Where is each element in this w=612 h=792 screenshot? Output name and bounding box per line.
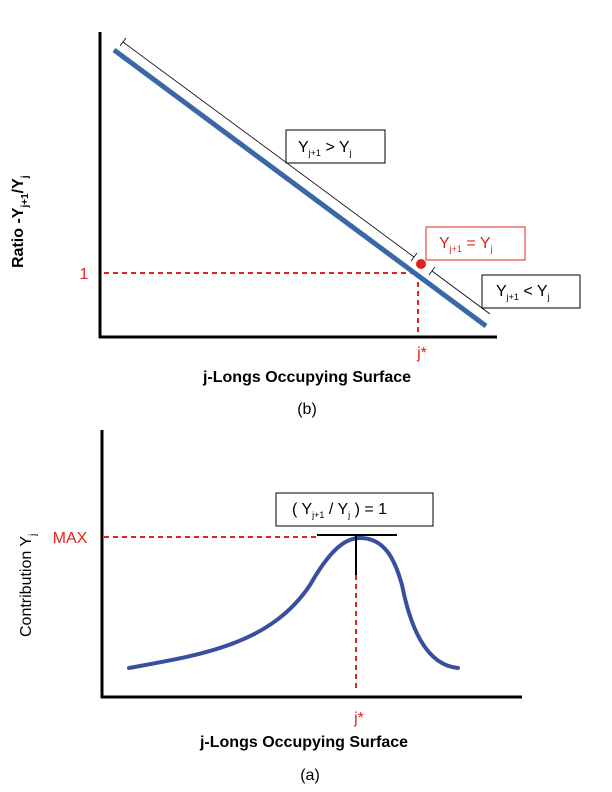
svg-text:Yj+1 > Yj: Yj+1 > Yj — [298, 139, 352, 158]
panel-b-x-label: j-Longs Occupying Surface — [202, 369, 411, 386]
panel-b-bracket-upper-cap-start — [119, 37, 127, 47]
panel-a-contribution-curve — [127, 535, 460, 670]
panel-a-y-tick: MAX — [53, 530, 88, 547]
panel-b-bracket-upper-cap-end — [410, 252, 418, 262]
panel-b-bracket-lower-cap — [428, 266, 436, 276]
panel-a: MAX j* Contribution Yj j-Longs Occupying… — [18, 430, 522, 784]
panel-a-annotation: ( Yj+1 / Yj ) = 1 — [275, 492, 434, 527]
panel-a-x-label: j-Longs Occupying Surface — [199, 734, 408, 751]
panel-b: 1 j* Ratio -Yj+1/Yj j-Longs Occupying Su… — [10, 32, 581, 418]
panel-b-caption: (b) — [297, 401, 317, 418]
panel-b-annotation-equal: Yj+1 = Yj — [425, 226, 526, 261]
svg-text:( Yj+1 / Yj ) = 1: ( Yj+1 / Yj ) = 1 — [292, 501, 387, 520]
panel-b-x-marker: j* — [416, 345, 427, 362]
panel-a-x-marker: j* — [353, 710, 364, 727]
panel-b-bracket-upper — [122, 41, 415, 258]
panel-a-caption: (a) — [300, 767, 320, 784]
panel-b-ratio-line — [112, 47, 488, 329]
panel-b-y-label: Ratio -Yj+1/Yj — [10, 175, 31, 268]
panel-a-y-label: Contribution Yj — [18, 534, 39, 637]
svg-text:Yj+1 < Yj: Yj+1 < Yj — [496, 283, 550, 302]
panel-b-y-tick: 1 — [80, 266, 89, 283]
panel-b-equality-point — [416, 259, 426, 269]
panel-b-bracket-lower — [431, 270, 491, 315]
panel-b-annotation-less: Yj+1 < Yj — [481, 274, 581, 309]
svg-text:Yj+1 = Yj: Yj+1 = Yj — [439, 235, 493, 254]
panel-b-annotation-greater: Yj+1 > Yj — [285, 129, 386, 164]
